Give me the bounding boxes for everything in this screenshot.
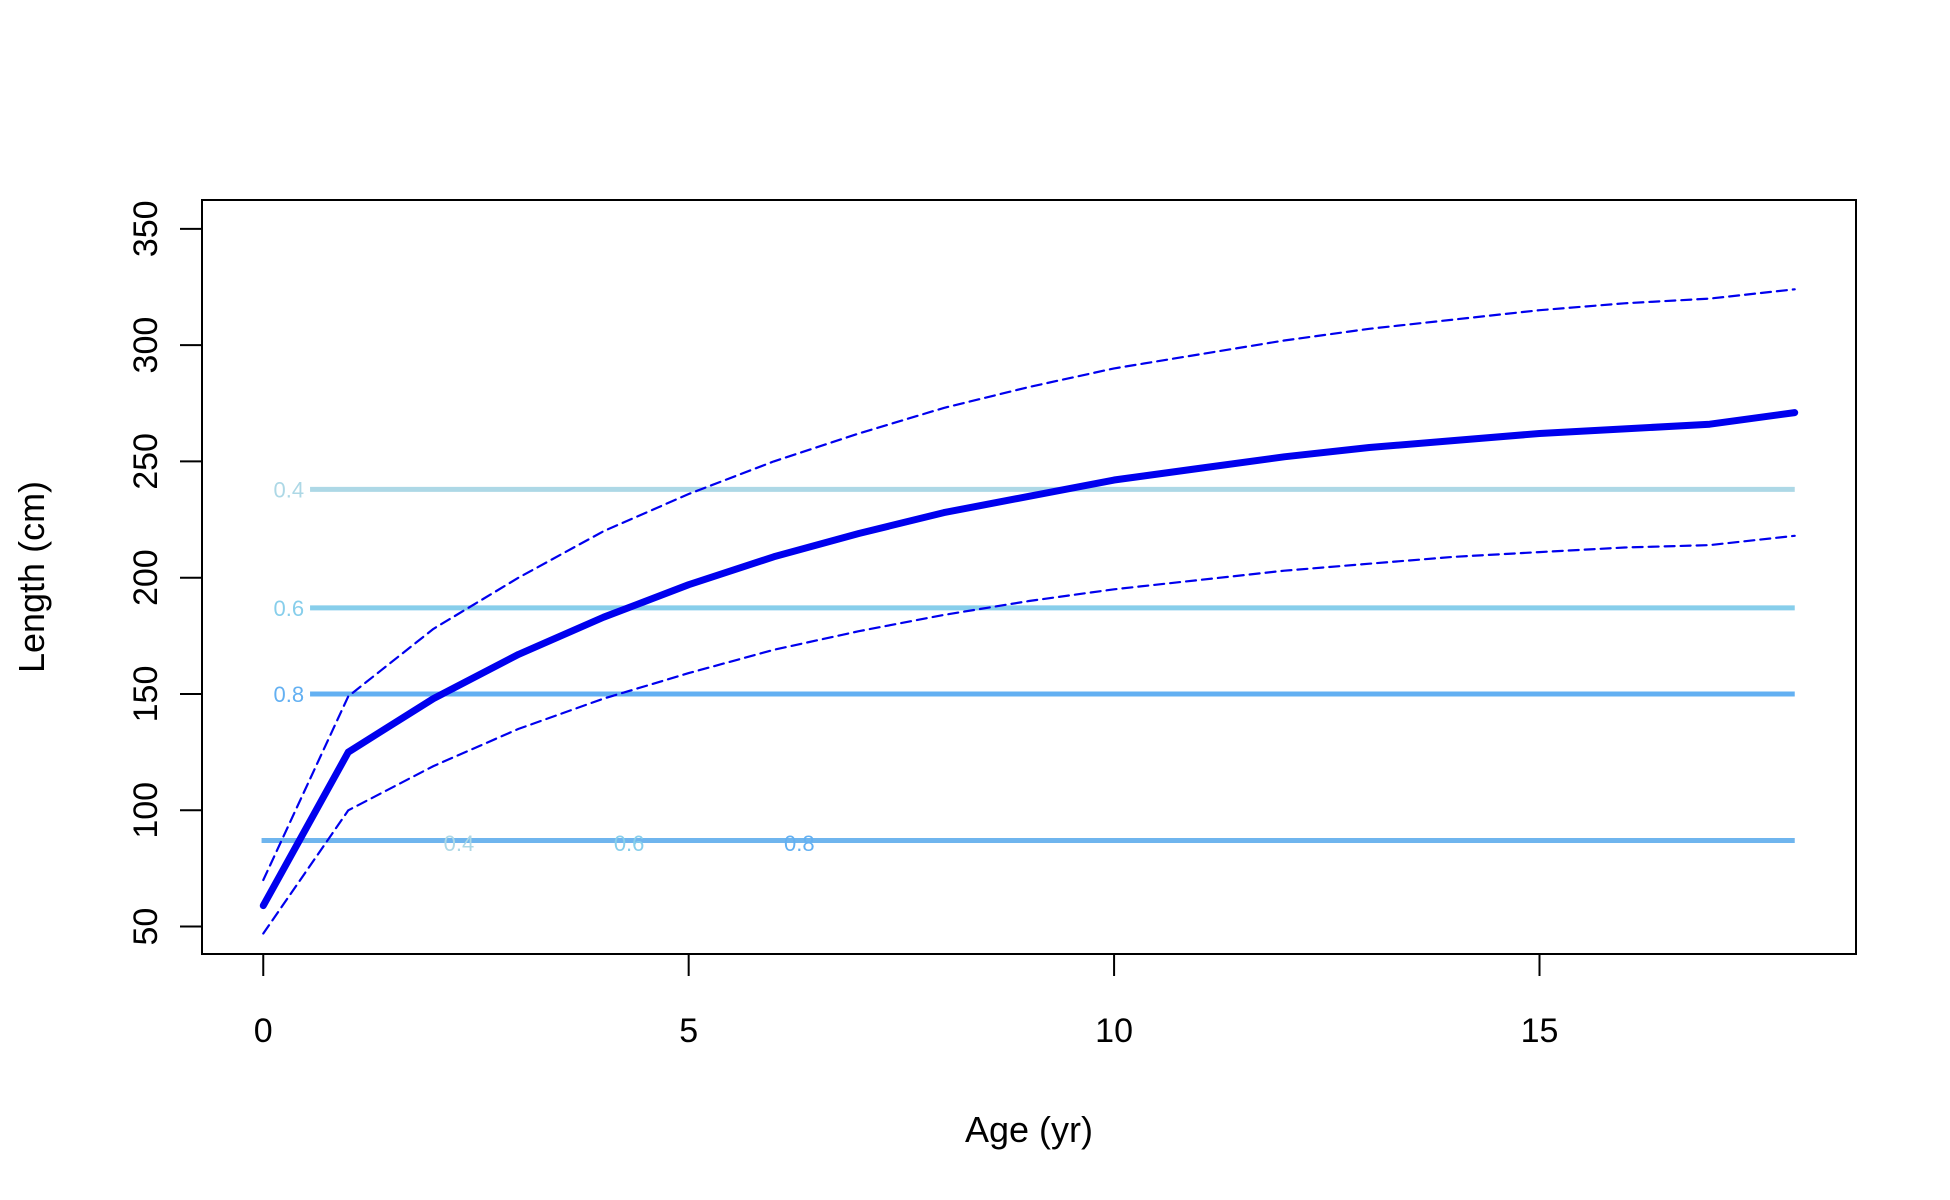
y-tick-label: 250 [127,433,165,490]
y-axis: 50 100 150 200 250 300 350 [127,200,203,946]
y-tick-label: 150 [127,666,165,723]
bottom-reference-label: 0.6 [614,831,645,856]
upper-interval-line [262,288,1796,882]
y-axis-title: Length (cm) [11,481,52,673]
x-tick-label: 15 [1521,1012,1559,1050]
x-axis-title: Age (yr) [965,1109,1093,1150]
reference-line-label: 0.6 [273,596,304,621]
y-tick-label: 300 [127,317,165,374]
bottom-reference-label: 0.8 [784,831,815,856]
mean-length-line [259,409,1799,910]
x-tick-label: 10 [1095,1012,1133,1050]
reference-lines: 0.4 0.6 0.8 0.4 0.6 0.8 [261,477,1795,856]
x-tick-label: 0 [254,1012,273,1050]
y-tick-label: 200 [127,549,165,606]
reference-line-label: 0.8 [273,682,304,707]
data-series [259,288,1799,935]
reference-line-label: 0.4 [273,477,304,502]
y-tick-label: 100 [127,782,165,839]
y-tick-label: 350 [127,200,165,257]
bottom-reference-label: 0.4 [444,831,475,856]
lower-interval-line [262,534,1796,935]
x-tick-label: 5 [679,1012,698,1050]
x-axis: 0 5 10 15 [254,953,1559,1050]
y-tick-label: 50 [127,908,165,946]
